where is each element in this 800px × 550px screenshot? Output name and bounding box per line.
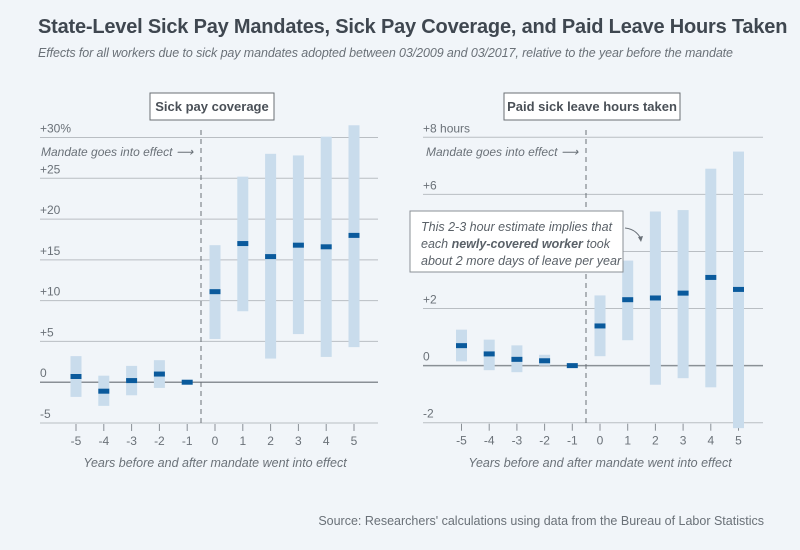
estimate-marker: [209, 289, 221, 295]
x-tick-label: -5: [71, 434, 82, 448]
estimate-marker: [292, 242, 304, 248]
estimate-marker: [539, 358, 551, 364]
y-tick-label: +8 hours: [423, 121, 470, 135]
x-tick-label: 3: [295, 434, 302, 448]
x-tick-label: -4: [484, 434, 495, 448]
x-tick-label: -4: [98, 434, 109, 448]
panel-sick-pay-coverage: Sick pay coverage -5 0 +5 +10 +15 +20 +25 +30% -…: [40, 92, 378, 470]
x-tick-label: -1: [567, 434, 578, 448]
x-tick-label: -5: [456, 434, 467, 448]
y-tick-label: -5: [40, 407, 51, 421]
callout-box: [409, 210, 624, 273]
panel-title: Sick pay coverage: [155, 99, 268, 114]
callout-line-2-pre: each: [421, 237, 452, 251]
x-tick-label: -3: [126, 434, 137, 448]
callout-arrowhead: [638, 236, 643, 242]
y-tick-label: +5: [40, 325, 54, 339]
x-tick-label: -2: [154, 434, 165, 448]
estimate-marker: [237, 241, 249, 247]
mandate-arrow-icon: ⟶: [176, 145, 194, 159]
y-tick-label: 0: [423, 350, 430, 364]
estimate-marker: [320, 244, 332, 250]
x-tick-label: 3: [680, 434, 687, 448]
estimate-marker: [181, 379, 193, 385]
y-tick-label: 0: [40, 366, 47, 380]
mandate-annotation: Mandate goes into effect: [426, 145, 558, 159]
callout-line-1: This 2-3 hour estimate implies that: [421, 220, 613, 234]
x-tick-label: -3: [512, 434, 523, 448]
mandate-annotation: Mandate goes into effect: [41, 145, 173, 159]
x-tick-label: 1: [624, 434, 631, 448]
y-tick-label: +10: [40, 285, 61, 299]
y-tick-label: +15: [40, 244, 61, 258]
x-tick-label: 1: [239, 434, 246, 448]
estimate-marker: [126, 378, 138, 384]
x-tick-label: 4: [323, 434, 330, 448]
x-tick-label: 2: [267, 434, 274, 448]
chart-title: State-Level Sick Pay Mandates, Sick Pay …: [38, 16, 788, 38]
x-axis-label: Years before and after mandate went into…: [468, 456, 732, 470]
x-tick-label: 4: [707, 434, 714, 448]
estimate-marker: [348, 232, 360, 238]
x-axis-label: Years before and after mandate went into…: [83, 456, 347, 470]
panel-paid-sick-leave-hours: Paid sick leave hours taken -2 0 +2 +6 +8 ho…: [409, 92, 763, 470]
callout-line-2: each newly-covered worker took: [421, 237, 611, 251]
estimate-marker: [594, 323, 606, 329]
estimate-marker: [265, 254, 277, 260]
callout: This 2-3 hour estimate implies that each…: [409, 210, 643, 273]
y-tick-label: -2: [423, 407, 434, 421]
x-tick-label: 5: [351, 434, 358, 448]
estimate-marker: [153, 371, 165, 377]
panel-title: Paid sick leave hours taken: [507, 99, 677, 114]
y-tick-label: +25: [40, 162, 61, 176]
estimate-marker: [511, 356, 523, 362]
y-tick-label: +2: [423, 293, 437, 307]
callout-line-3: about 2 more days of leave per year: [421, 254, 622, 268]
estimate-marker: [456, 343, 467, 349]
y-tick-label: +20: [40, 203, 61, 217]
estimate-marker: [677, 290, 689, 296]
source-note: Source: Researchers' calculations using …: [318, 514, 764, 528]
panel-title-box: [503, 92, 681, 121]
x-tick-label: -1: [182, 434, 193, 448]
y-tick-label: +6: [423, 178, 437, 192]
x-tick-label: 2: [652, 434, 659, 448]
y-tick-label: +30%: [40, 122, 71, 136]
estimate-marker: [705, 274, 717, 280]
mandate-arrow-icon: ⟶: [561, 145, 579, 159]
x-tick-label: -2: [539, 434, 550, 448]
x-tick-label: 0: [597, 434, 604, 448]
estimate-marker: [622, 297, 634, 303]
estimate-marker: [733, 286, 744, 292]
estimate-marker: [649, 295, 661, 301]
estimate-marker: [483, 351, 495, 357]
callout-line-2-post: took: [583, 237, 611, 251]
estimate-marker: [566, 363, 578, 369]
x-tick-label: 5: [735, 434, 742, 448]
chart-subtitle: Effects for all workers due to sick pay …: [38, 46, 733, 60]
x-tick-label: 0: [212, 434, 219, 448]
estimate-marker: [70, 374, 82, 380]
estimate-marker: [98, 388, 110, 394]
panel-title-box: [149, 92, 275, 121]
callout-line-2-bold: newly-covered worker: [452, 237, 584, 251]
